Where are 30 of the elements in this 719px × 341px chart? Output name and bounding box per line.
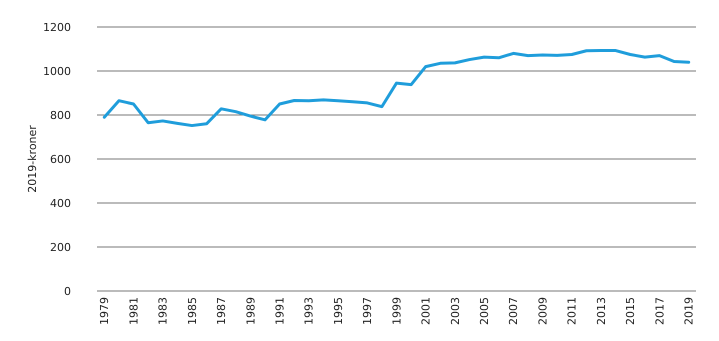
x-tick-label: 1987 (215, 297, 228, 325)
x-tick-label: 1989 (244, 297, 258, 325)
x-tick-label: 2003 (448, 297, 462, 325)
x-tick-label: 1995 (332, 297, 345, 325)
y-tick-label: 800 (50, 108, 71, 122)
x-tick-label: 2017 (653, 297, 666, 325)
x-tick-label: 1979 (98, 297, 112, 325)
y-axis-title: 2019-kroner (26, 124, 39, 193)
line-series (102, 49, 690, 128)
x-tick-label: 1985 (186, 297, 199, 325)
x-tick-label: 1981 (127, 297, 140, 325)
x-tick-label: 2019 (682, 297, 696, 325)
x-tick-label: 1997 (361, 297, 374, 325)
x-tick-label: 2011 (566, 297, 579, 325)
x-tick-label: 2015 (624, 297, 638, 325)
x-tick-label: 1993 (302, 297, 316, 325)
x-tick-label: 2013 (594, 297, 608, 325)
x-tick-label: 1991 (273, 297, 286, 325)
x-tick-label: 2001 (420, 297, 433, 325)
x-tick-label: 2009 (536, 297, 550, 325)
x-tick-label: 1983 (156, 297, 170, 325)
x-tick-label: 1999 (390, 297, 404, 325)
y-tick-label: 600 (50, 152, 71, 166)
y-tick-label: 400 (50, 196, 71, 210)
y-tick-label: 1000 (43, 64, 71, 78)
x-tick-label: 2005 (478, 297, 492, 325)
y-tick-label: 200 (50, 240, 71, 254)
x-tick-label: 2007 (507, 297, 520, 325)
y-tick-label: 1200 (43, 20, 71, 34)
y-tick-label: 0 (64, 284, 71, 298)
